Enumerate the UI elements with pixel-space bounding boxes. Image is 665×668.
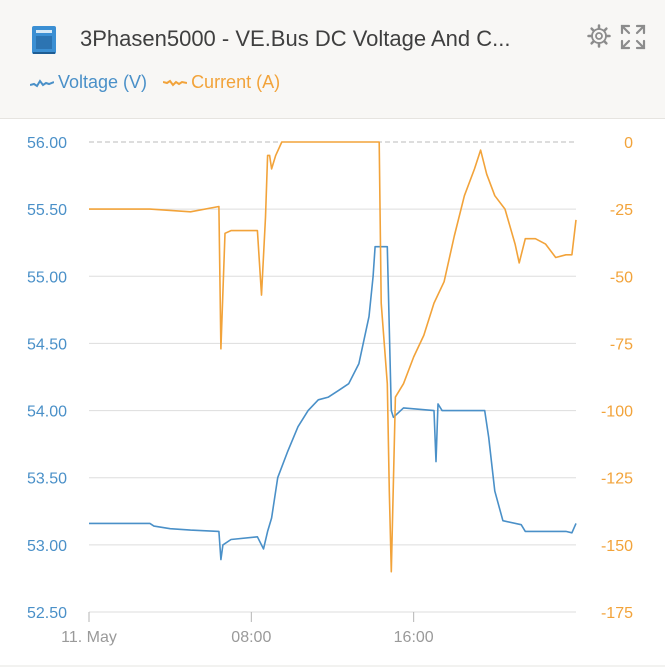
expand-icon[interactable]: [620, 24, 646, 50]
y-right-tick-label: -50: [610, 269, 633, 286]
legend-label-current: Current (A): [191, 72, 281, 92]
x-tick-label: 16:00: [394, 629, 434, 646]
y-left-tick-label: 53.50: [27, 471, 67, 488]
x-tick-label: 11. May: [61, 629, 117, 646]
widget-title: 3Phasen5000 - VE.Bus DC Voltage And C...: [80, 26, 511, 51]
legend-item-voltage[interactable]: Voltage (V): [30, 72, 147, 93]
y-left-tick-label: 55.50: [27, 202, 67, 219]
chart-legend: Voltage (V) Current (A): [30, 72, 280, 93]
inverter-icon: [32, 26, 56, 54]
y-left-tick-label: 54.50: [27, 336, 67, 353]
y-left-tick-label: 52.50: [27, 605, 67, 622]
y-right-tick-label: -150: [601, 538, 633, 555]
current-line-icon: [163, 79, 188, 87]
voltage-line-icon: [30, 78, 54, 87]
x-tick-label: 08:00: [231, 629, 271, 646]
y-right-tick-label: -75: [610, 336, 633, 353]
legend-label-voltage: Voltage (V): [58, 72, 148, 92]
y-right-tick-label: -175: [601, 605, 633, 622]
gear-icon[interactable]: [587, 24, 611, 48]
y-right-tick-label: 0: [624, 135, 633, 152]
y-left-tick-label: 55.00: [27, 269, 67, 286]
widget-header: 3Phasen5000 - VE.Bus DC Voltage And C...: [0, 0, 665, 119]
dual-axis-line-chart: 56.00 0 55.50 -25 55.00 -50 54.50 -75 54.00 -100 5…: [0, 135, 665, 667]
y-left-tick-label: 56.00: [27, 135, 67, 152]
y-right-tick-label: -25: [610, 202, 633, 219]
legend-item-current[interactable]: Current (A): [163, 72, 280, 93]
y-left-tick-label: 53.00: [27, 538, 67, 555]
voltage-series-line: [89, 245, 577, 561]
current-series-line: [89, 141, 577, 573]
y-left-tick-label: 54.00: [27, 404, 67, 421]
y-right-tick-label: -125: [601, 471, 633, 488]
y-right-tick-label: -100: [601, 404, 633, 421]
